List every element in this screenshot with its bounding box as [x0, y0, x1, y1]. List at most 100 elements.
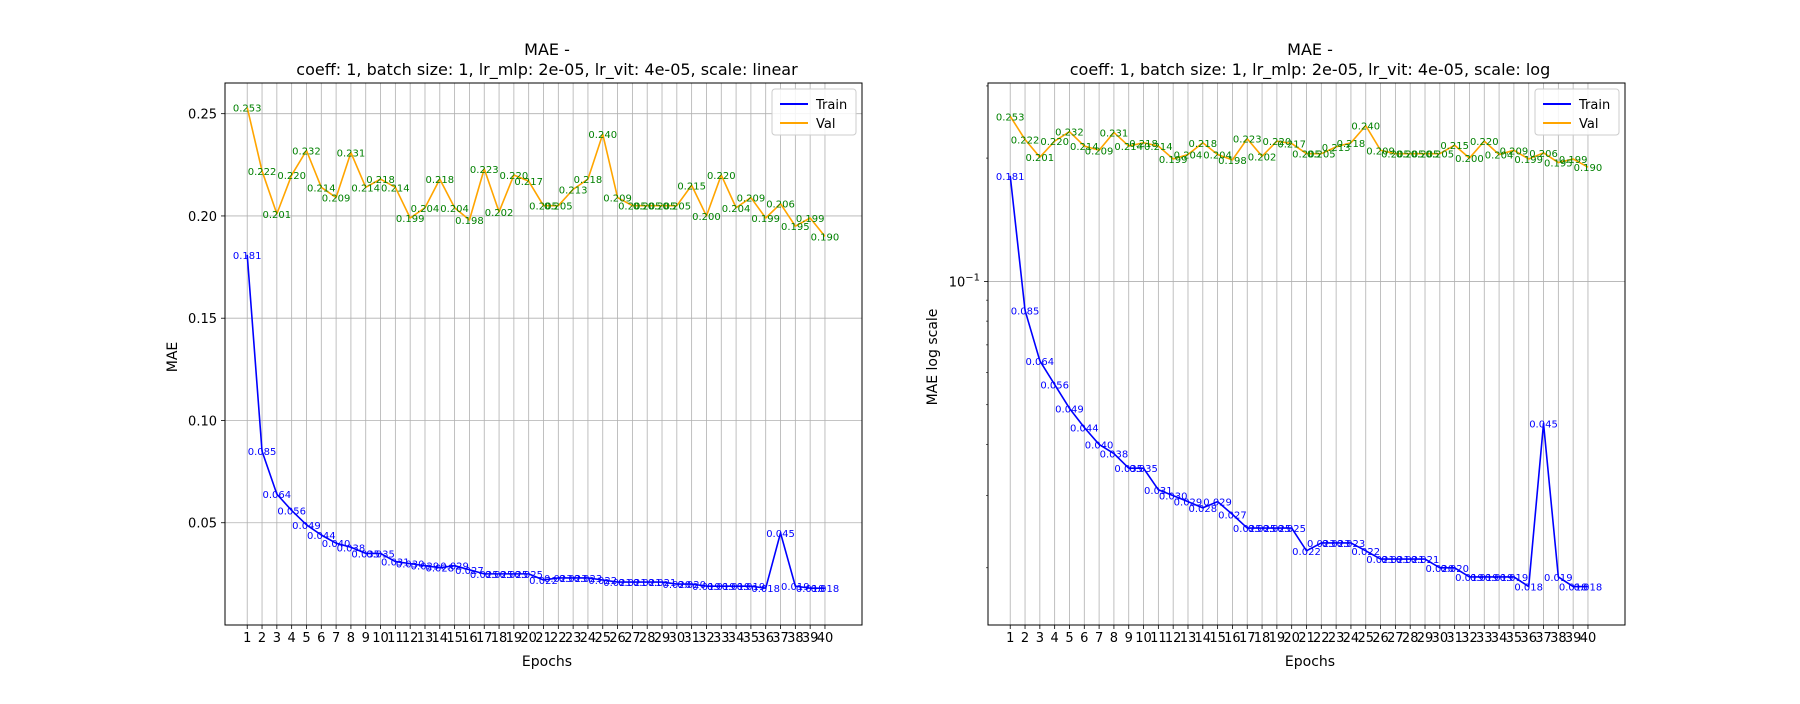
data-label-train: 0.040 — [322, 539, 351, 550]
data-label-val: 0.205 — [618, 202, 647, 213]
x-tick-label: 35 — [743, 631, 760, 646]
data-label-val: 0.218 — [1129, 139, 1158, 150]
legend-label-train: Train — [815, 98, 847, 113]
x-tick-label: 18 — [491, 631, 508, 646]
data-label-val: 0.202 — [485, 208, 514, 219]
x-tick-label: 16 — [461, 631, 478, 646]
data-label-val: 0.205 — [544, 202, 573, 213]
data-label-train: 0.064 — [1026, 357, 1055, 368]
x-tick-label: 14 — [1195, 631, 1212, 646]
x-tick-label: 11 — [1150, 631, 1167, 646]
x-tick-label: 15 — [1209, 631, 1226, 646]
data-label-val: 0.205 — [633, 202, 662, 213]
data-label-val: 0.205 — [648, 202, 677, 213]
y-tick-label: 0.20 — [188, 210, 217, 225]
x-tick-label: 25 — [594, 631, 611, 646]
x-tick-label: 33 — [1476, 631, 1493, 646]
series-line-val — [246, 107, 826, 237]
x-tick-label: 13 — [417, 631, 434, 646]
data-label-train: 0.025 — [1263, 524, 1292, 535]
data-label-val: 0.209 — [603, 194, 632, 205]
x-tick-label: 8 — [347, 631, 355, 646]
data-label-val: 0.198 — [455, 216, 484, 227]
data-label-train: 0.023 — [559, 574, 588, 585]
x-tick-label: 35 — [1506, 631, 1523, 646]
data-label-train: 0.029 — [1203, 498, 1232, 509]
data-label-val: 0.204 — [440, 204, 469, 215]
data-label-val: 0.206 — [766, 200, 795, 211]
data-label-train: 0.025 — [1248, 524, 1277, 535]
x-tick-label: 8 — [1110, 631, 1118, 646]
data-label-val: 0.205 — [1396, 150, 1425, 161]
x-tick-label: 27 — [1387, 631, 1404, 646]
data-label-val: 0.195 — [781, 222, 810, 233]
data-label-val: 0.220 — [1263, 137, 1292, 148]
data-label-val: 0.218 — [425, 175, 454, 186]
x-tick-label: 25 — [1357, 631, 1374, 646]
data-label-val: 0.199 — [396, 214, 425, 225]
x-tick-label: 34 — [1491, 631, 1508, 646]
data-label-val: 0.223 — [470, 165, 499, 176]
data-label-val: 0.213 — [1322, 143, 1351, 154]
plot-area: 1 2 3 4 5 6 7 8 9 1011121314151617181920212223242… — [949, 82, 1626, 646]
data-label-val: 0.222 — [1011, 136, 1040, 147]
data-label-val: 0.190 — [811, 232, 840, 243]
data-label-train: 0.021 — [1396, 555, 1425, 566]
data-label-train: 0.019 — [1544, 573, 1573, 584]
legend: Train Val — [771, 88, 857, 136]
x-tick-label: 1 — [243, 631, 251, 646]
x-tick-label: 38 — [787, 631, 804, 646]
x-tick-label: 22 — [1313, 631, 1330, 646]
x-tick-label: 22 — [550, 631, 567, 646]
data-label-train: 0.019 — [1485, 573, 1514, 584]
x-tick-label: 3 — [273, 631, 281, 646]
series-line-val — [1009, 115, 1589, 168]
data-label-train: 0.027 — [455, 566, 484, 577]
data-label-val: 0.222 — [248, 167, 277, 178]
data-label-val: 0.220 — [1470, 137, 1499, 148]
data-label-val: 0.214 — [381, 183, 410, 194]
data-label-val: 0.218 — [1337, 139, 1366, 150]
data-label-train: 0.018 — [751, 584, 780, 595]
x-tick-label: 32 — [698, 631, 715, 646]
data-label-val: 0.199 — [796, 214, 825, 225]
x-tick-label: 32 — [1461, 631, 1478, 646]
y-tick-label: 10−1 — [949, 272, 980, 290]
y-axis-label: MAE log scale — [925, 309, 941, 406]
x-tick-label: 31 — [683, 631, 700, 646]
data-label-train: 0.019 — [1470, 573, 1499, 584]
data-label-val: 0.209 — [1085, 146, 1114, 157]
x-tick-label: 20 — [520, 631, 537, 646]
data-label-train: 0.019 — [1500, 573, 1529, 584]
x-tick-label: 5 — [1065, 631, 1073, 646]
data-label-train: 0.021 — [1411, 555, 1440, 566]
x-tick-label: 19 — [1269, 631, 1286, 646]
data-label-train: 0.022 — [1351, 547, 1380, 558]
data-label-val: 0.232 — [1055, 128, 1084, 139]
y-axis-label: MAE — [165, 342, 181, 373]
data-label-train: 0.021 — [648, 578, 677, 589]
data-label-train: 0.023 — [574, 574, 603, 585]
data-label-train: 0.030 — [1159, 492, 1188, 503]
x-tick-label: 36 — [1520, 631, 1537, 646]
data-label-val: 0.232 — [292, 146, 321, 157]
data-label-train: 0.049 — [292, 521, 321, 532]
x-tick-label: 1 — [1006, 631, 1014, 646]
data-label-train: 0.035 — [1114, 464, 1143, 475]
data-label-train: 0.019 — [692, 582, 721, 593]
data-label-train: 0.019 — [722, 582, 751, 593]
data-label-val: 0.205 — [529, 202, 558, 213]
x-tick-label: 29 — [654, 631, 671, 646]
chart-title-line2: coeff: 1, batch size: 1, lr_mlp: 2e-05, … — [296, 60, 798, 80]
series-line-train — [1009, 175, 1588, 588]
data-label-train: 0.028 — [425, 564, 454, 575]
x-tick-label: 21 — [535, 631, 552, 646]
data-label-train: 0.025 — [1233, 524, 1262, 535]
data-label-train: 0.020 — [663, 580, 692, 591]
data-label-train: 0.056 — [277, 506, 306, 517]
x-tick-label: 36 — [757, 631, 774, 646]
data-label-train: 0.181 — [996, 172, 1025, 183]
data-label-val: 0.213 — [559, 185, 588, 196]
data-label-val: 0.199 — [1159, 155, 1188, 166]
